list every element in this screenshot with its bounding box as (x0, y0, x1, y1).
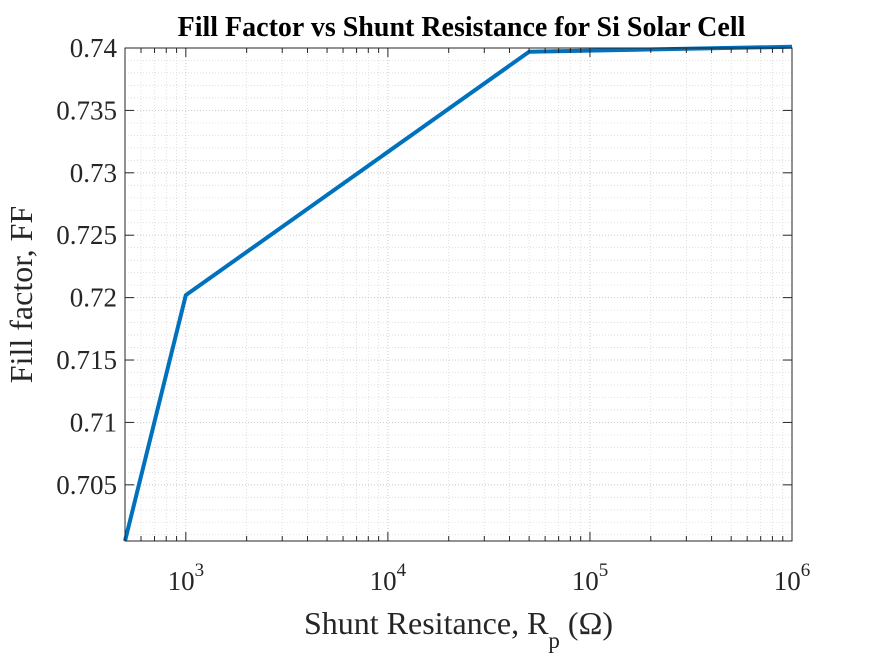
y-tick-labels: 0.705 0.71 0.715 0.72 0.725 0.73 0.735 0.74 (56, 33, 117, 500)
x-tick-label-exponent: 3 (195, 560, 205, 581)
series-line (123, 44, 793, 542)
x-tick-label-exponent: 6 (801, 560, 811, 581)
tick-marks (125, 47, 793, 541)
x-tick-label: 105 (572, 560, 609, 596)
x-tick-label: 104 (370, 560, 407, 596)
y-tick-label: 0.725 (56, 220, 117, 250)
x-tick-labels: 103 104 105 106 (168, 560, 811, 596)
x-axis-label-subscript: p (548, 628, 560, 653)
x-tick-label-exponent: 5 (599, 560, 609, 581)
x-tick-label-base: 10 (572, 566, 599, 596)
x-axis-label: Shunt Resitance, Rp (Ω) (304, 605, 613, 653)
y-tick-label: 0.73 (70, 158, 117, 188)
y-tick-label: 0.72 (70, 283, 117, 313)
x-tick-label-base: 10 (774, 566, 801, 596)
y-tick-label: 0.735 (56, 95, 117, 125)
axes-box (124, 47, 793, 542)
x-tick-label-base: 10 (370, 566, 397, 596)
x-tick-label-exponent: 4 (397, 560, 407, 581)
axes-background (125, 48, 792, 541)
y-tick-label: 0.71 (70, 407, 117, 437)
y-tick-label: 0.705 (56, 470, 117, 500)
x-tick-label: 103 (168, 560, 205, 596)
x-tick-label: 106 (774, 560, 811, 596)
x-axis-label-main: Shunt Resitance, R (304, 605, 549, 641)
series-layer (123, 44, 793, 542)
x-axis-label-unit: (Ω) (560, 605, 613, 641)
y-tick-label: 0.74 (70, 33, 118, 63)
y-tick-label: 0.715 (56, 345, 117, 375)
chart-title: Fill Factor vs Shunt Resistance for Si S… (178, 12, 746, 43)
y-axis-label: Fill factor, FF (3, 206, 39, 383)
x-tick-label-base: 10 (168, 566, 195, 596)
